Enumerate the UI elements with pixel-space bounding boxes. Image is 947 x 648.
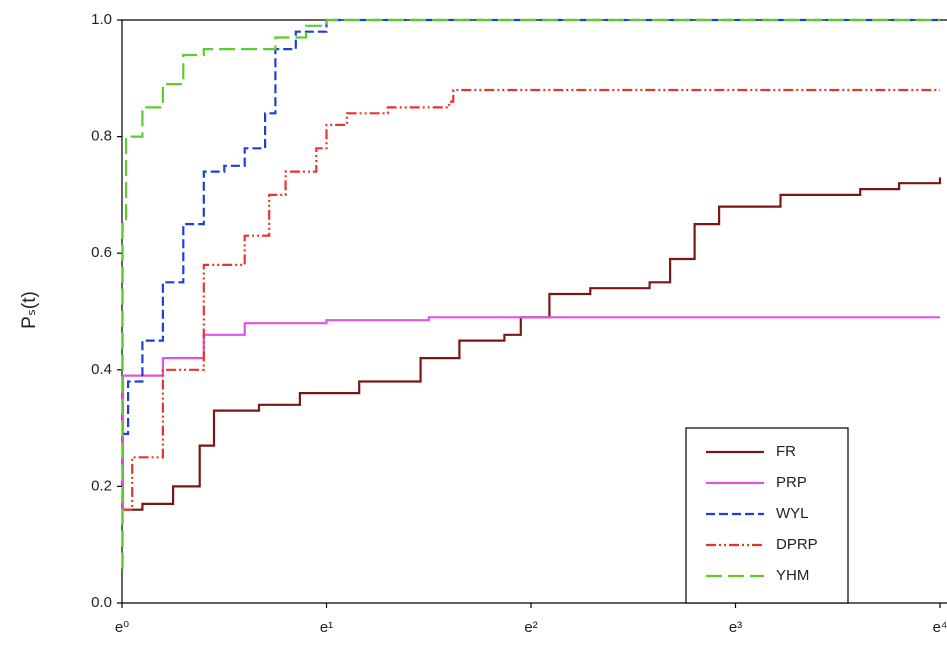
y-tick-label: 0.2 [91, 477, 112, 494]
y-tick-label: 0.4 [91, 361, 112, 378]
x-tick-label: e¹ [320, 619, 333, 636]
series-line [121, 18, 940, 570]
legend-label: PRP [776, 474, 807, 491]
y-tick-label: 0.8 [91, 128, 112, 145]
x-tick-label: e⁰ [115, 619, 129, 636]
y-axis-label: Pₛ(t) [19, 291, 40, 329]
legend-label: DPRP [776, 536, 818, 553]
x-tick-label: e³ [729, 619, 742, 636]
series-line [122, 88, 940, 511]
x-tick-label: e⁴ [933, 619, 947, 636]
x-tick-label: e² [524, 619, 537, 636]
y-tick-label: 1.0 [91, 11, 112, 28]
series-line [122, 18, 940, 435]
series-line [122, 177, 942, 511]
legend-label: FR [776, 443, 796, 460]
legend-label: WYL [776, 505, 809, 522]
y-tick-label: 0.0 [91, 594, 112, 611]
legend-box [685, 427, 849, 604]
y-tick-label: 0.6 [91, 244, 112, 261]
legend-label: YHM [776, 567, 809, 584]
